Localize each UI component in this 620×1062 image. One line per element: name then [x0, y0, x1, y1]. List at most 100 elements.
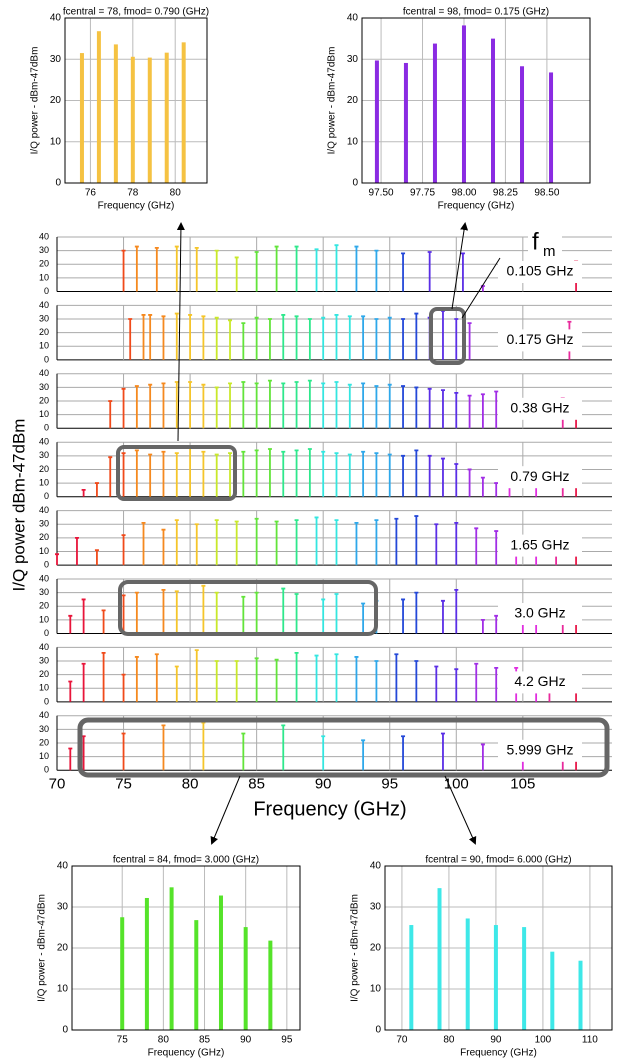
x-tick-label: 70: [49, 775, 66, 792]
bar: [281, 314, 286, 360]
bar: [321, 450, 326, 497]
bar: [68, 680, 73, 702]
bar: [520, 66, 525, 183]
panel-label: 0.79 GHz: [510, 468, 569, 484]
bar: [467, 468, 472, 497]
bar: [121, 387, 126, 429]
bar: [361, 315, 366, 360]
bar: [494, 614, 499, 634]
bar: [374, 60, 379, 183]
bar: [121, 452, 126, 497]
bar: [440, 457, 445, 497]
bar: [460, 252, 465, 292]
bar: [374, 249, 379, 292]
bar: [401, 252, 406, 292]
bar: [161, 589, 166, 634]
bar: [174, 665, 179, 702]
bar: [267, 448, 272, 497]
bar: [480, 476, 485, 497]
y-tick-label: 0: [44, 696, 49, 706]
bar: [321, 316, 326, 360]
bar: [148, 383, 153, 429]
y-tick-label: 10: [39, 683, 49, 693]
y-tick-label: 10: [370, 984, 382, 995]
bar: [79, 53, 84, 183]
bar: [243, 927, 248, 1030]
y-axis-label: I/Q power - dBm-47dBm: [327, 47, 338, 155]
arrow: [176, 222, 185, 442]
bar: [254, 316, 259, 360]
x-tick-label: 75: [115, 775, 132, 792]
bar: [454, 463, 459, 497]
bar: [494, 482, 499, 497]
y-tick-label: 10: [347, 136, 359, 147]
bar: [354, 245, 359, 292]
bar: [141, 521, 146, 566]
bar: [432, 43, 437, 184]
bar: [164, 52, 169, 184]
bar: [354, 656, 359, 702]
y-tick-label: 20: [39, 259, 49, 269]
annotations: [77, 222, 610, 845]
y-tick-label: 0: [44, 423, 49, 433]
bar: [94, 482, 99, 497]
bar: [454, 318, 459, 360]
bar: [394, 653, 399, 702]
bar: [440, 732, 445, 771]
x-tick-label: 90: [240, 1035, 252, 1046]
bar: [334, 314, 339, 360]
y-tick-label: 20: [39, 669, 49, 679]
bar: [354, 521, 359, 566]
bar: [144, 897, 149, 1030]
x-tick-label: 97.75: [410, 188, 435, 199]
x-tick-label: 90: [315, 775, 332, 792]
bar: [254, 251, 259, 292]
bar: [121, 732, 126, 771]
bar: [454, 521, 459, 566]
bar: [334, 244, 339, 292]
bar: [281, 382, 286, 429]
bar: [141, 314, 146, 360]
x-tick-label: 85: [248, 775, 265, 792]
highlight-box: [429, 307, 466, 365]
bar: [454, 589, 459, 634]
bar: [194, 649, 199, 702]
bar: [188, 381, 193, 429]
x-tick-label: 98.50: [534, 188, 559, 199]
y-tick-label: 30: [39, 450, 49, 460]
bar: [188, 314, 193, 360]
panel-label: 3.0 GHz: [514, 605, 565, 621]
y-tick-label: 30: [39, 382, 49, 392]
bar: [148, 314, 153, 360]
x-tick-label: 100: [444, 775, 469, 792]
x-tick-label: 80: [170, 188, 182, 199]
bar: [188, 446, 193, 497]
bar: [241, 595, 246, 634]
y-tick-label: 30: [50, 54, 62, 65]
bar: [147, 57, 152, 183]
bar: [294, 449, 299, 497]
bar: [374, 318, 379, 360]
bar: [461, 25, 466, 183]
y-tick-label: 10: [39, 751, 49, 761]
bar: [281, 724, 286, 771]
bar: [549, 72, 554, 183]
bar: [174, 590, 179, 634]
legend-title: f: [532, 228, 539, 255]
bar: [267, 379, 272, 429]
bar: [194, 523, 199, 566]
bar: [494, 666, 499, 702]
bar: [241, 450, 246, 497]
bar: [113, 44, 118, 184]
bar: [414, 386, 419, 429]
bar: [374, 519, 379, 566]
bar: [440, 309, 445, 360]
bar: [241, 381, 246, 429]
bar: [490, 38, 495, 183]
y-tick-label: 10: [39, 409, 49, 419]
label-box: [498, 329, 582, 352]
bar: [234, 520, 239, 566]
y-tick-label: 20: [57, 943, 69, 954]
bar: [361, 382, 366, 429]
